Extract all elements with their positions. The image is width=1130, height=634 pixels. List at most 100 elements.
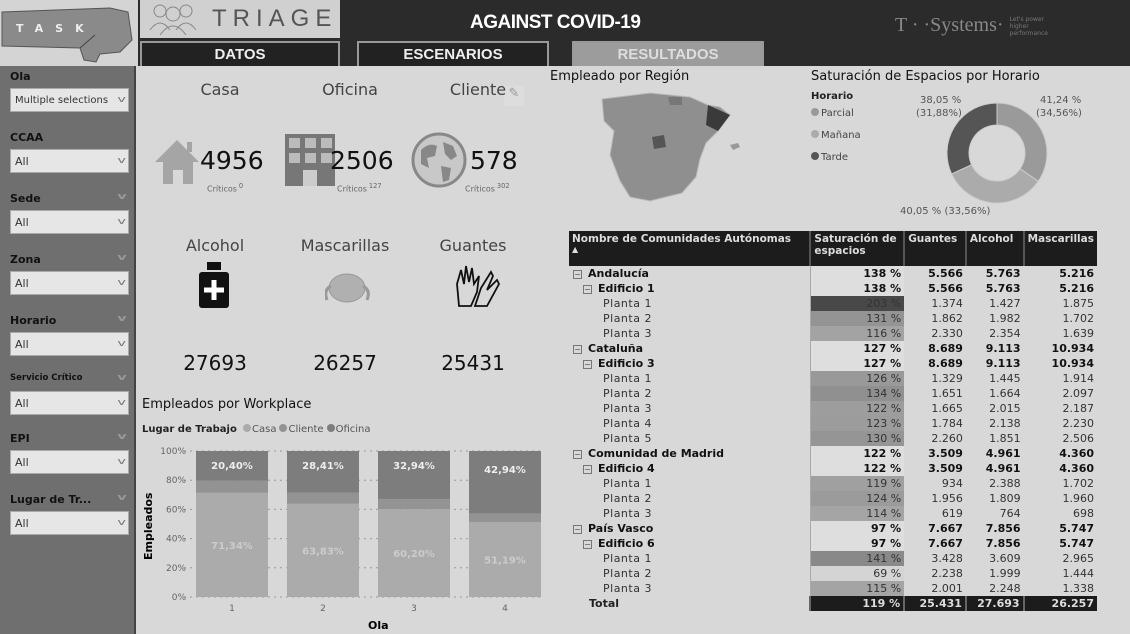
- bar-oficina[interactable]: [287, 451, 359, 493]
- supply-title: Guantes: [439, 236, 507, 255]
- filter-label-text: EPI: [10, 432, 30, 445]
- bar-cliente[interactable]: [378, 499, 450, 510]
- collapse-icon[interactable]: −: [583, 540, 592, 549]
- tab-resultados[interactable]: RESULTADOS: [572, 41, 764, 66]
- table-row[interactable]: Planta 3 116 % 2.330 2.354 1.639: [569, 326, 1097, 341]
- donut-legend-item[interactable]: Parcial: [811, 108, 854, 119]
- table-row[interactable]: − País Vasco 97 % 7.667 7.856 5.747: [569, 521, 1097, 536]
- filter-dropdown[interactable]: Multiple selections v: [10, 88, 129, 112]
- table-row[interactable]: − Andalucía 138 % 5.566 5.763 5.216: [569, 266, 1097, 281]
- bar-casa[interactable]: [378, 509, 450, 597]
- filter-dropdown[interactable]: All v: [10, 210, 129, 234]
- donut-label: 41,24 %: [1040, 95, 1081, 106]
- table-row[interactable]: Planta 4 123 % 1.784 2.138 2.230: [569, 416, 1097, 431]
- chevron-down-icon[interactable]: v: [117, 253, 127, 263]
- donut-legend-item[interactable]: Mañana: [811, 130, 861, 141]
- bar-oficina[interactable]: [469, 451, 541, 514]
- table-row[interactable]: Planta 2 124 % 1.956 1.809 1.960: [569, 491, 1097, 506]
- filter-2: Sede v All v: [10, 192, 129, 234]
- chevron-down-icon[interactable]: v: [117, 432, 127, 442]
- col-header-mascarillas[interactable]: Mascarillas: [1022, 231, 1097, 266]
- collapse-icon[interactable]: −: [573, 345, 582, 354]
- filter-dropdown[interactable]: All v: [10, 391, 129, 415]
- collapse-icon[interactable]: −: [573, 525, 582, 534]
- filter-dropdown[interactable]: All v: [10, 332, 129, 356]
- value-cell: 10.934: [1051, 357, 1094, 370]
- table-row[interactable]: Planta 2 134 % 1.651 1.664 2.097: [569, 386, 1097, 401]
- kpi-value: 4956: [200, 146, 264, 175]
- partner-name: T · ·Systems·: [895, 14, 1004, 36]
- table-row[interactable]: − Comunidad de Madrid 122 % 3.509 4.961 4.360: [569, 446, 1097, 461]
- filter-dropdown[interactable]: All v: [10, 271, 129, 295]
- bar-casa[interactable]: [469, 522, 541, 597]
- donut-slice-parcial[interactable]: [996, 102, 1048, 182]
- bar-casa[interactable]: [196, 492, 268, 597]
- kpi-value: 578: [470, 146, 518, 175]
- value-cell: 1.784: [931, 417, 963, 430]
- table-row[interactable]: Planta 5 130 % 2.260 1.851 2.506: [569, 431, 1097, 446]
- table-row[interactable]: Planta 2 69 % 2.238 1.999 1.444: [569, 566, 1097, 581]
- filter-dropdown[interactable]: All v: [10, 450, 129, 474]
- bar-casa[interactable]: [287, 503, 359, 597]
- table-row[interactable]: Planta 3 122 % 1.665 2.015 2.187: [569, 401, 1097, 416]
- filter-value: All: [15, 154, 29, 168]
- value-cell: 1.329: [931, 372, 963, 385]
- table-row[interactable]: Planta 1 141 % 3.428 3.609 2.965: [569, 551, 1097, 566]
- donut-slice-tarde[interactable]: [946, 102, 998, 175]
- collapse-icon[interactable]: −: [573, 450, 582, 459]
- tab-datos[interactable]: DATOS: [140, 41, 340, 66]
- table-row[interactable]: − Edificio 1 138 % 5.566 5.763 5.216: [569, 281, 1097, 296]
- value-cell: 1.445: [989, 372, 1021, 385]
- chevron-down-icon[interactable]: v: [117, 493, 127, 503]
- value-cell: 2.230: [1062, 417, 1095, 430]
- col-header-saturacion[interactable]: Saturación de espacios: [809, 231, 905, 266]
- bar-cliente[interactable]: [196, 480, 268, 493]
- edit-pencil-icon[interactable]: ✎: [504, 86, 524, 106]
- spain-region-map[interactable]: [590, 85, 760, 215]
- table-row[interactable]: Planta 1 203 % 1.374 1.427 1.875: [569, 296, 1097, 311]
- bar-cliente[interactable]: [287, 492, 359, 504]
- y-tick-label: 80%: [166, 476, 186, 486]
- collapse-icon[interactable]: −: [583, 360, 592, 369]
- chevron-down-icon[interactable]: v: [117, 373, 127, 383]
- collapse-icon[interactable]: −: [583, 465, 592, 474]
- supply-value: 27693: [183, 351, 247, 375]
- legend-label[interactable]: Oficina: [335, 424, 371, 435]
- chevron-down-icon[interactable]: v: [117, 314, 127, 324]
- legend-label[interactable]: Casa: [252, 424, 277, 435]
- table-row[interactable]: − Edificio 6 97 % 7.667 7.856 5.747: [569, 536, 1097, 551]
- filter-dropdown[interactable]: All v: [10, 511, 129, 535]
- filter-dropdown[interactable]: All v: [10, 149, 129, 173]
- bar-legend: Lugar de Trabajo Casa Cliente Oficina: [142, 424, 371, 435]
- col-header-ccaa[interactable]: Nombre de Comunidades Autónomas ▲: [569, 231, 811, 266]
- legend-dot: [811, 152, 819, 160]
- map-title: Empleado por Región: [550, 69, 690, 84]
- collapse-icon[interactable]: −: [583, 285, 592, 294]
- donut-legend-item[interactable]: Tarde: [811, 152, 848, 163]
- sanitizer-bottle-icon: [199, 262, 229, 308]
- table-row[interactable]: Planta 1 119 % 934 2.388 1.702: [569, 476, 1097, 491]
- row-name: Planta 2: [603, 387, 652, 400]
- bar-cliente[interactable]: [469, 513, 541, 523]
- value-cell: 7.856: [985, 522, 1021, 535]
- table-row[interactable]: Planta 3 115 % 2.001 2.248 1.338: [569, 581, 1097, 596]
- tab-escenarios[interactable]: ESCENARIOS: [357, 41, 549, 66]
- chevron-down-icon[interactable]: v: [117, 192, 127, 202]
- map-region-cataluna: [706, 105, 730, 131]
- col-header-guantes[interactable]: Guantes: [903, 231, 966, 266]
- col-header-alcohol[interactable]: Alcohol: [964, 231, 1024, 266]
- table-row[interactable]: Planta 3 114 % 619 764 698: [569, 506, 1097, 521]
- value-cell: 5.216: [1059, 282, 1094, 295]
- table-row[interactable]: Planta 1 126 % 1.329 1.445 1.914: [569, 371, 1097, 386]
- people-group-icon: [149, 4, 197, 36]
- value-cell: 934: [941, 477, 963, 490]
- table-row[interactable]: − Edificio 3 127 % 8.689 9.113 10.934: [569, 356, 1097, 371]
- table-row[interactable]: − Cataluña 127 % 8.689 9.113 10.934: [569, 341, 1097, 356]
- legend-label[interactable]: Cliente: [288, 424, 324, 435]
- table-row[interactable]: − Edificio 4 122 % 3.509 4.961 4.360: [569, 461, 1097, 476]
- bar-oficina[interactable]: [378, 451, 450, 500]
- table-row[interactable]: Planta 2 131 % 1.862 1.982 1.702: [569, 311, 1097, 326]
- row-name-cell: Planta 3: [569, 581, 810, 596]
- bar-oficina[interactable]: [196, 451, 268, 481]
- collapse-icon[interactable]: −: [573, 270, 582, 279]
